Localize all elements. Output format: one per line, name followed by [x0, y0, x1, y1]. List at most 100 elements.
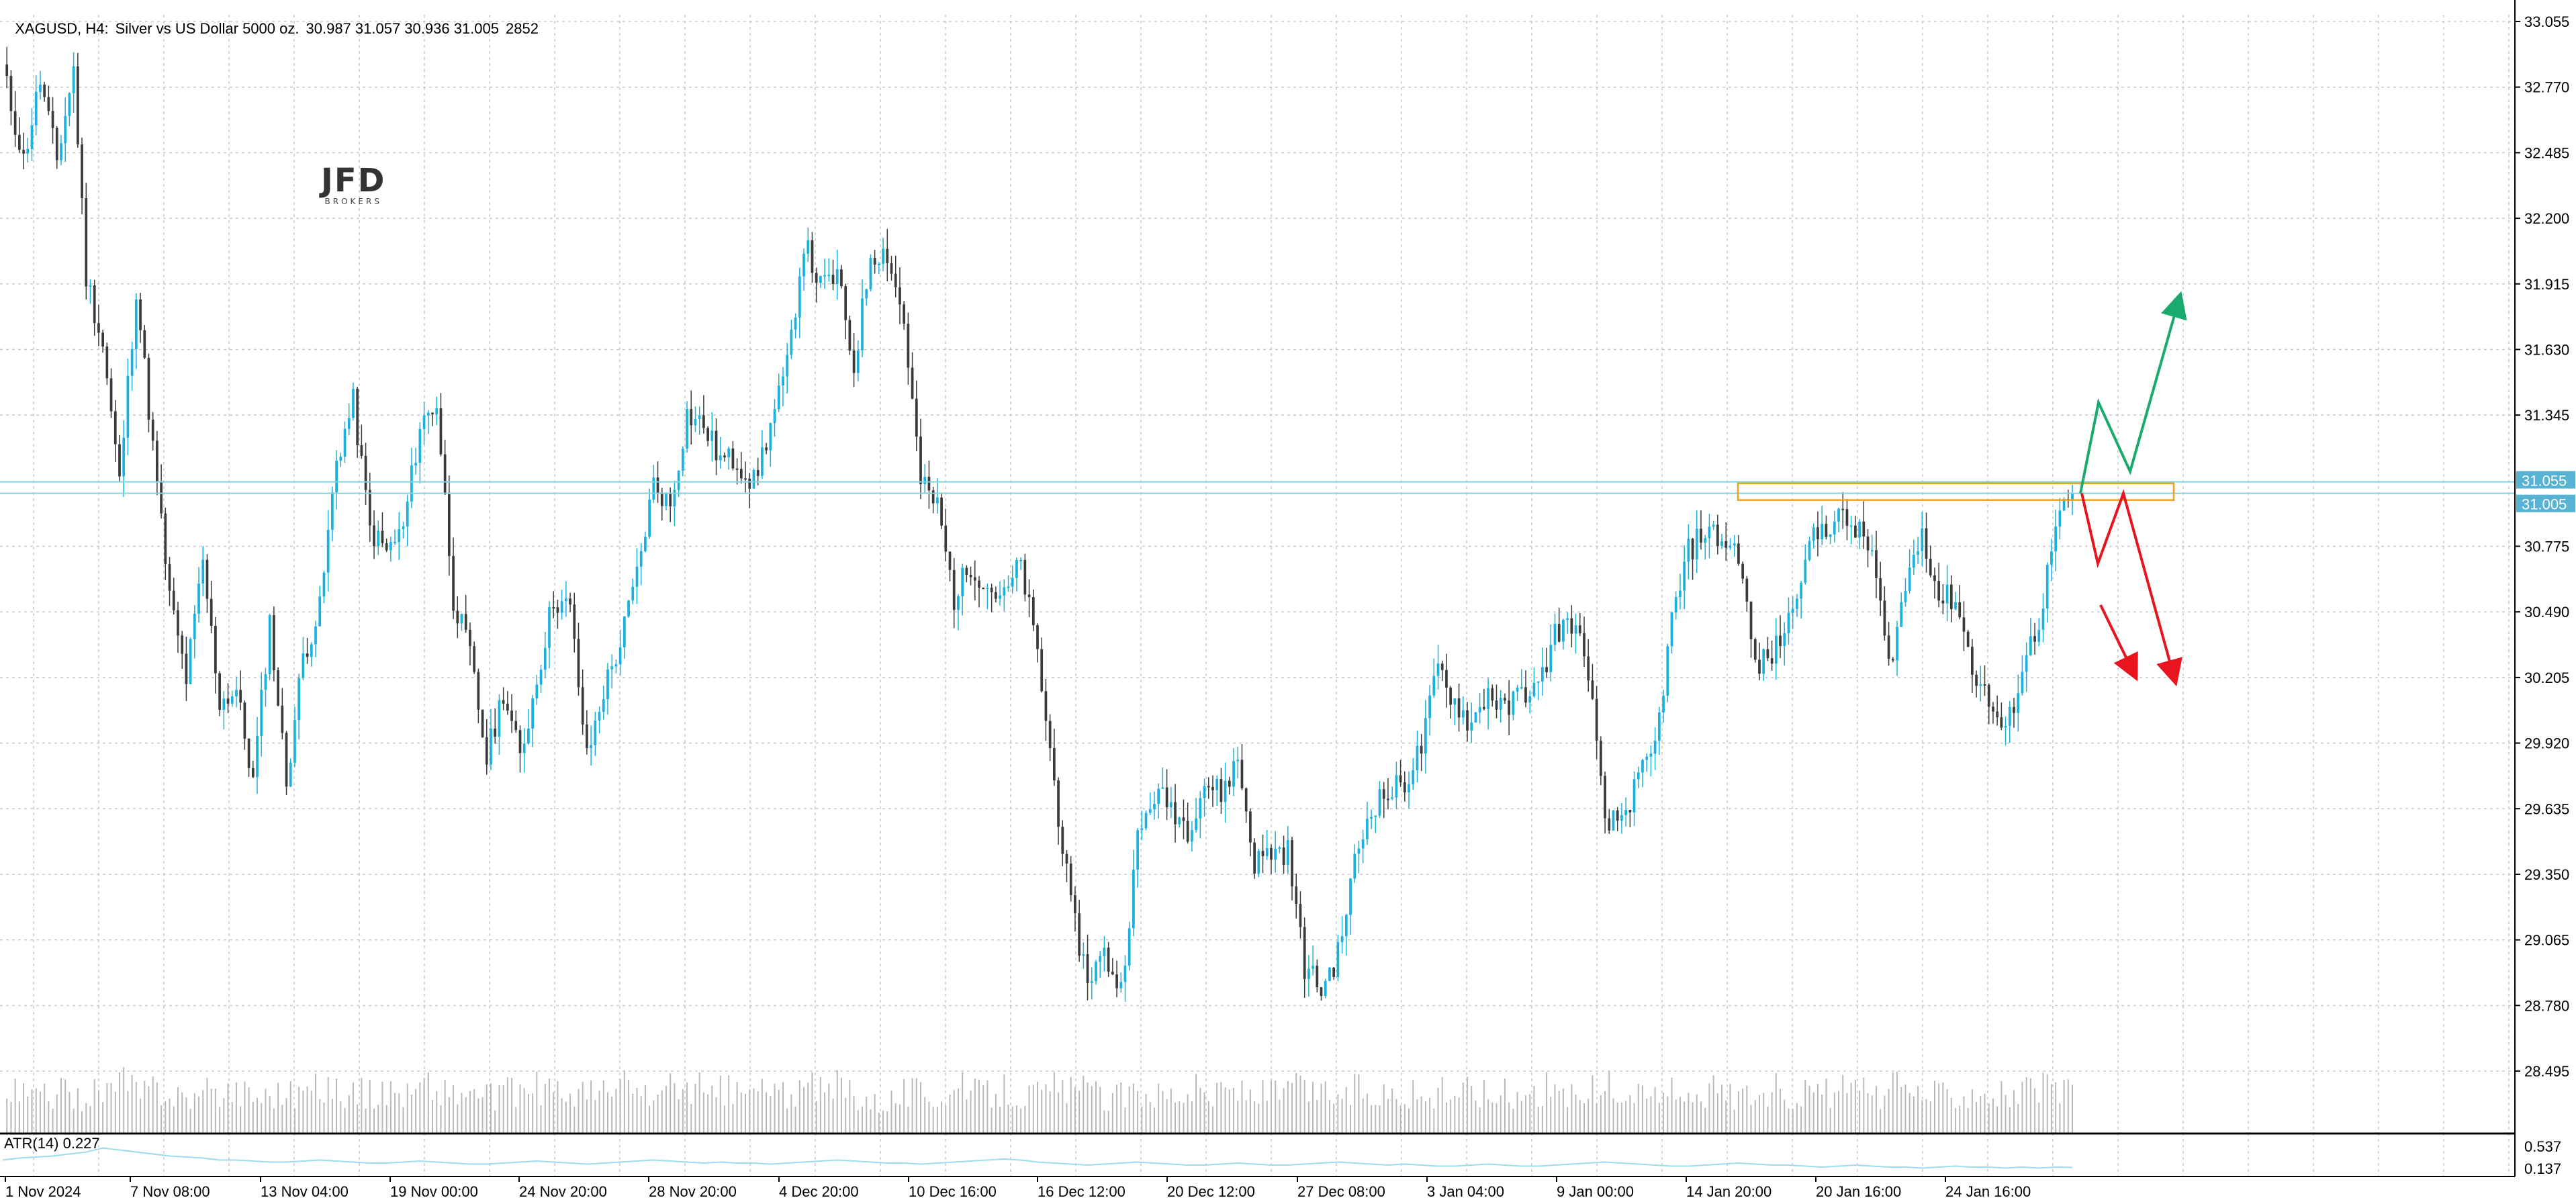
candle: [1883, 586, 1886, 641]
candle: [1937, 562, 1941, 608]
candle-body: [590, 745, 592, 749]
candle-body: [239, 690, 242, 703]
candle: [1361, 829, 1365, 864]
candle-body: [952, 569, 956, 610]
candle: [1787, 597, 1790, 645]
candle: [1182, 799, 1185, 839]
candle: [1562, 618, 1565, 650]
candle: [122, 420, 126, 497]
candle: [1679, 573, 1682, 610]
candle: [698, 406, 701, 435]
candle: [1954, 592, 1957, 610]
candle-body: [1432, 676, 1436, 696]
candle: [1996, 695, 1999, 726]
candle: [1783, 622, 1786, 665]
candle-body: [285, 733, 288, 787]
candlestick-series: [5, 46, 2074, 1002]
bullish-scenario-arrow[interactable]: [2079, 291, 2187, 494]
candle-body: [1975, 674, 1978, 686]
candle-body: [614, 664, 618, 667]
x-tick-label-6: 4 Dec 20:00: [779, 1183, 859, 1200]
candle-body: [1391, 797, 1394, 799]
candle-body: [1044, 691, 1048, 721]
symbol-label: XAGUSD, H4:: [15, 20, 109, 37]
candle: [443, 440, 447, 495]
candle-body: [1524, 687, 1527, 703]
candle: [1316, 959, 1319, 993]
candle-body: [364, 455, 367, 490]
candle: [268, 614, 271, 680]
y-tick-label-17: 28.495: [2524, 1063, 2569, 1080]
candle-body: [1487, 688, 1489, 709]
bearish-scenario-arrow[interactable]: [2080, 489, 2182, 687]
candle-body: [1491, 688, 1494, 701]
bearish-alt-arrow[interactable]: [2099, 604, 2138, 682]
candle-body: [1052, 747, 1056, 781]
candle: [1653, 727, 1657, 770]
candle: [1382, 782, 1385, 819]
candle: [414, 447, 418, 475]
candle: [1858, 518, 1861, 549]
candle-body: [1612, 810, 1615, 831]
candle: [322, 570, 326, 604]
candle-body: [1887, 635, 1890, 659]
candle-body: [1666, 646, 1669, 696]
candle: [986, 584, 989, 610]
candle: [1566, 612, 1569, 634]
candle: [1078, 899, 1081, 962]
candle-body: [339, 456, 342, 461]
candle-body: [1896, 627, 1898, 661]
candle-body: [2021, 672, 2024, 694]
candle-body: [1119, 982, 1123, 988]
candle: [1949, 575, 1953, 622]
candle-body: [422, 415, 426, 430]
candle: [518, 725, 522, 773]
candle: [156, 430, 158, 496]
candle-body: [665, 493, 668, 506]
candle-body: [2041, 608, 2045, 630]
candle-body: [1316, 966, 1319, 988]
candle-body: [2029, 636, 2032, 655]
candle-body: [1620, 815, 1623, 821]
candle: [1449, 686, 1453, 719]
candle-body: [352, 389, 355, 418]
candle-body: [1649, 753, 1653, 757]
candle: [1528, 690, 1532, 714]
resistance-zone[interactable]: [1737, 482, 2175, 501]
candle: [739, 452, 743, 484]
candle-body: [368, 490, 371, 526]
candle: [1403, 771, 1406, 802]
candle-body: [1670, 612, 1673, 647]
candle-body: [143, 330, 146, 358]
candle-body: [1249, 811, 1252, 843]
candle: [1461, 696, 1465, 725]
candle: [1236, 746, 1240, 779]
candle-body: [1215, 779, 1219, 790]
candle-body: [1236, 759, 1240, 761]
candle-body: [1457, 698, 1461, 718]
candle: [1966, 629, 1970, 647]
candle-body: [777, 385, 780, 410]
candle: [1232, 748, 1235, 796]
candle: [1191, 821, 1193, 852]
candle: [189, 637, 192, 684]
candle: [1975, 670, 1978, 698]
candle-body: [948, 551, 952, 570]
candle-body: [1111, 971, 1114, 975]
candle-body: [1720, 541, 1723, 547]
candle-body: [1845, 509, 1849, 526]
candle-body: [1340, 936, 1344, 942]
candle: [1186, 802, 1189, 844]
candle-body: [1966, 631, 1970, 647]
candle-body: [81, 144, 83, 199]
candle-body: [101, 332, 104, 347]
candle-body: [1937, 581, 1941, 601]
candle-body: [2045, 565, 2049, 609]
candle-body: [1821, 524, 1824, 539]
candle: [610, 654, 614, 689]
y-tick-label-12: 29.920: [2524, 735, 2569, 752]
candle: [715, 418, 718, 475]
candle-body: [1299, 904, 1302, 927]
